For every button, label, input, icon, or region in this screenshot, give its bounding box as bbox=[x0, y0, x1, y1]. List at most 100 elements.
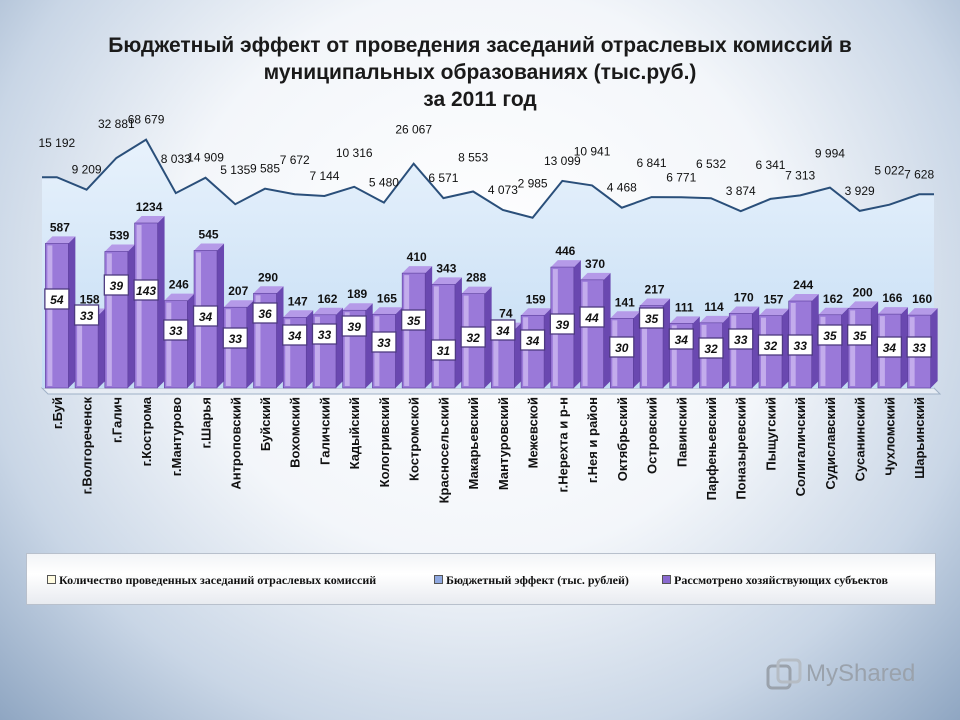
legend-swatch-effect bbox=[434, 575, 443, 584]
meetings-count-box bbox=[668, 328, 694, 350]
category-label: Островский bbox=[645, 397, 660, 474]
budget-effect-label: 9 994 bbox=[815, 147, 845, 161]
category-label: Поназыревский bbox=[734, 397, 749, 500]
subjects-value-label: 111 bbox=[675, 300, 694, 314]
subjects-bar-side bbox=[157, 216, 165, 388]
subjects-value-label: 246 bbox=[169, 278, 189, 292]
subjects-bar-top bbox=[729, 306, 760, 314]
budget-effect-label: 26 067 bbox=[395, 123, 432, 137]
meetings-count-label: 39 bbox=[556, 318, 570, 332]
category-label: г.Нерехта и р-н bbox=[555, 397, 570, 493]
meetings-count-box bbox=[44, 288, 70, 310]
subjects-bar-side bbox=[544, 308, 552, 388]
subjects-value-label: 290 bbox=[258, 270, 278, 284]
subjects-bar-highlight bbox=[285, 319, 291, 386]
subjects-bar-highlight bbox=[344, 312, 350, 386]
subjects-value-label: 410 bbox=[407, 250, 427, 264]
subjects-bar-top bbox=[223, 300, 254, 308]
budget-effect-label: 7 144 bbox=[309, 169, 339, 183]
meetings-count-label: 34 bbox=[526, 334, 540, 348]
meetings-count-box bbox=[579, 306, 605, 328]
subjects-bar-side bbox=[127, 244, 135, 388]
subjects-bar-side bbox=[663, 298, 671, 388]
meetings-count-label: 34 bbox=[675, 333, 689, 347]
budget-effect-label: 5 135 bbox=[220, 163, 250, 177]
category-label: Сусанинский bbox=[853, 397, 868, 481]
title-line-1: Бюджетный эффект от проведения заседаний… bbox=[108, 34, 852, 57]
meetings-count-box bbox=[906, 336, 932, 358]
meetings-count-box bbox=[282, 324, 308, 346]
meetings-count-box bbox=[698, 337, 724, 359]
subjects-bar-top bbox=[907, 308, 938, 316]
subjects-bar-top bbox=[461, 286, 492, 294]
meetings-count-label: 33 bbox=[377, 336, 391, 350]
budget-effect-label: 4 468 bbox=[607, 181, 637, 195]
subjects-bar-side bbox=[98, 308, 106, 388]
subjects-bar-side bbox=[454, 277, 462, 388]
subjects-bar-highlight bbox=[731, 315, 737, 386]
subjects-bar-side bbox=[217, 243, 225, 388]
meetings-count-box bbox=[222, 327, 248, 349]
subjects-value-label: 244 bbox=[793, 278, 813, 292]
meetings-count-box bbox=[549, 313, 575, 335]
meetings-count-box bbox=[728, 328, 754, 350]
subjects-bar-side bbox=[425, 266, 433, 388]
subjects-bar-side bbox=[692, 316, 700, 388]
title-line-2: муниципальных образованиях (тыс.руб.) bbox=[263, 61, 697, 84]
category-label: Кологривский bbox=[377, 397, 392, 487]
meetings-count-label: 35 bbox=[407, 314, 421, 328]
category-label: Антроповский bbox=[228, 397, 243, 490]
subjects-bar-top bbox=[818, 307, 849, 315]
subjects-value-label: 158 bbox=[80, 292, 100, 306]
subjects-value-label: 545 bbox=[199, 227, 219, 241]
meetings-count-box bbox=[519, 329, 546, 351]
budget-effect-label: 8 033 bbox=[161, 152, 191, 166]
subjects-bar-top bbox=[788, 294, 819, 302]
category-label: Вохомский bbox=[288, 397, 303, 468]
meetings-count-label: 39 bbox=[348, 320, 362, 334]
category-label: Костромской bbox=[407, 397, 422, 481]
legend-label-subjects: Рассмотрено хозяйствующих субъектов bbox=[674, 573, 888, 587]
subjects-bar-side bbox=[335, 307, 343, 388]
subjects-bar-top bbox=[312, 307, 343, 315]
subjects-bar-side bbox=[603, 272, 611, 388]
subjects-value-label: 114 bbox=[704, 300, 724, 314]
meetings-count-box bbox=[638, 307, 665, 329]
subjects-bar-side bbox=[306, 310, 314, 388]
meetings-count-box bbox=[341, 315, 367, 337]
meetings-count-label: 35 bbox=[823, 329, 837, 343]
legend-label-meetings: Количество проведенных заседаний отрасле… bbox=[59, 573, 377, 587]
meetings-count-box bbox=[817, 324, 843, 346]
meetings-count-box bbox=[73, 304, 100, 326]
meetings-count-label: 31 bbox=[437, 344, 451, 358]
subjects-bar-highlight bbox=[671, 325, 677, 386]
category-label: Кадыйский bbox=[347, 397, 362, 469]
category-label: Судиславский bbox=[823, 397, 838, 490]
subjects-bar-side bbox=[573, 260, 581, 388]
meetings-count-label: 143 bbox=[136, 284, 156, 298]
meetings-count-label: 36 bbox=[258, 307, 272, 321]
subjects-value-label: 207 bbox=[228, 284, 248, 298]
watermark-text: MyShared bbox=[806, 660, 916, 687]
subjects-bar-top bbox=[342, 303, 373, 311]
legend-item-subjects: Рассмотрено хозяйствующих субъектов bbox=[662, 573, 888, 588]
meetings-count-label: 39 bbox=[110, 279, 124, 293]
subjects-value-label: 217 bbox=[645, 283, 665, 297]
category-label: г.Галич bbox=[109, 397, 124, 443]
subjects-bar-side bbox=[276, 286, 284, 388]
category-label: Чухломский bbox=[882, 397, 897, 476]
title-line-3: за 2011 год bbox=[423, 88, 537, 111]
legend-label-effect: Бюджетный эффект (тыс. рублей) bbox=[446, 573, 629, 587]
subjects-bar-top bbox=[550, 260, 581, 268]
budget-effect-label: 6 341 bbox=[755, 158, 785, 172]
meetings-count-label: 33 bbox=[318, 328, 332, 342]
subjects-bar-top bbox=[134, 216, 165, 223]
subjects-bar-side bbox=[811, 294, 819, 388]
subjects-bar-top bbox=[402, 266, 433, 274]
budget-effect-label: 8 553 bbox=[458, 150, 488, 164]
budget-effect-label: 6 532 bbox=[696, 157, 726, 171]
subjects-value-label: 165 bbox=[377, 291, 397, 305]
subjects-bar-top bbox=[640, 298, 671, 306]
budget-effect-label: 7 672 bbox=[280, 153, 310, 167]
